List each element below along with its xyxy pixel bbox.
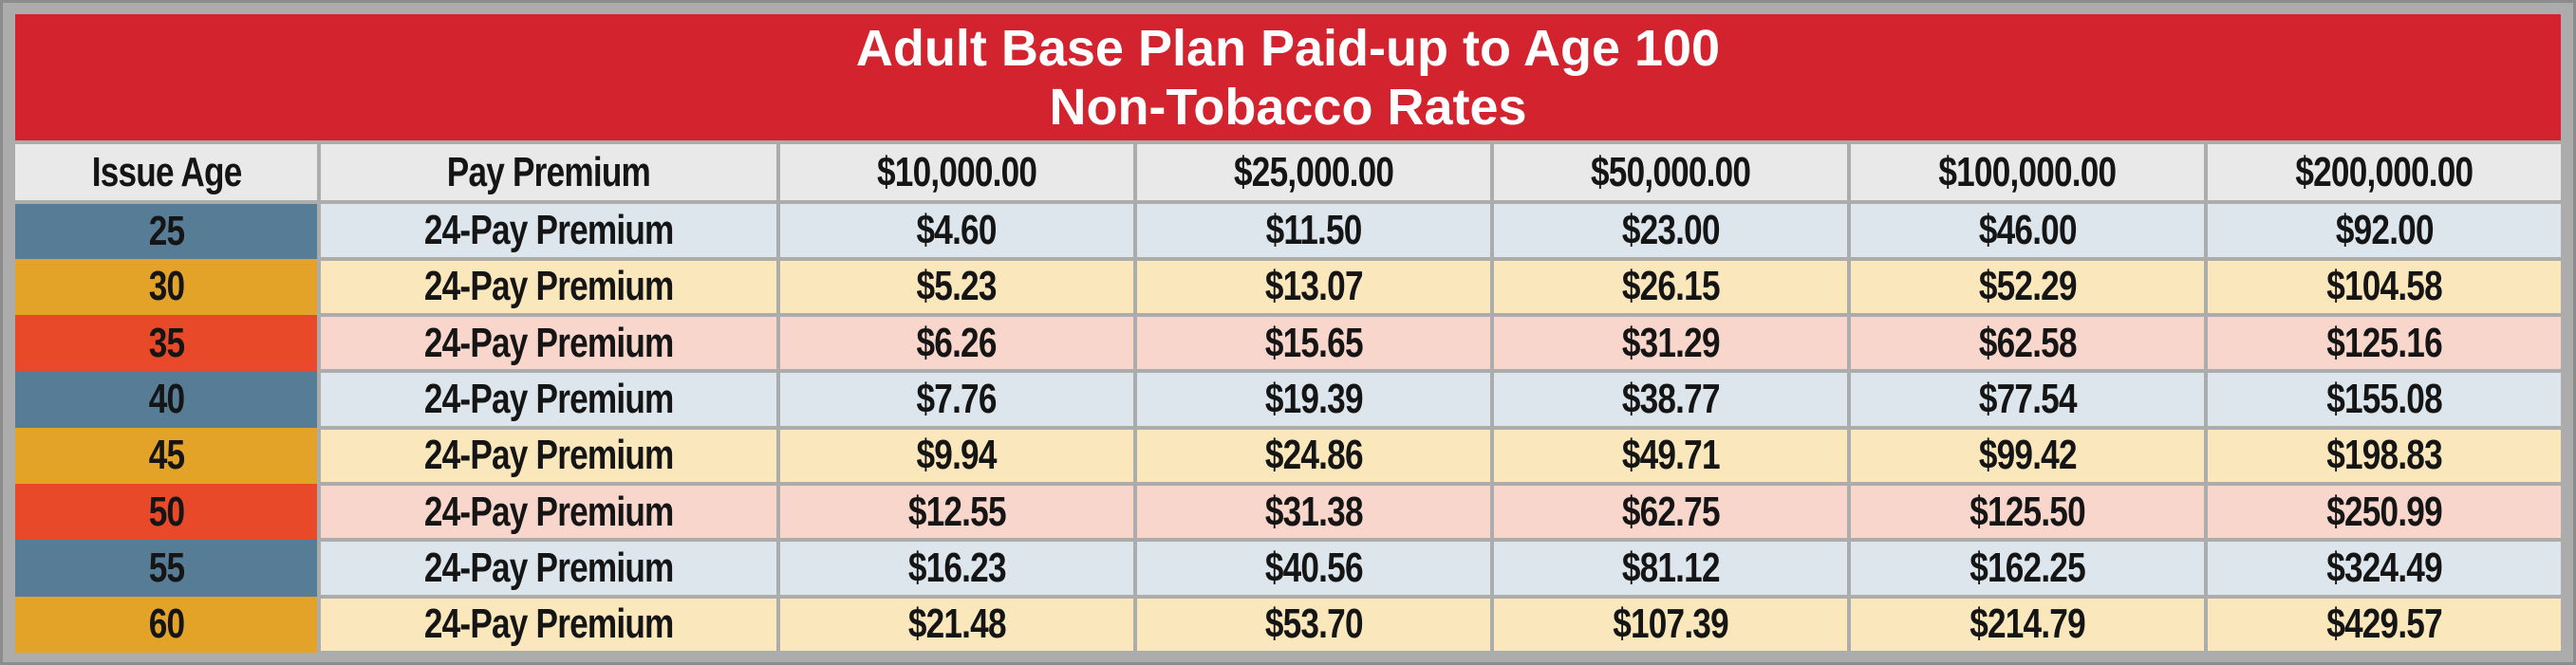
- rate-cell: $38.77: [1489, 369, 1851, 430]
- table-row-age-35: 35 24-Pay Premium $6.26 $15.65 $31.29 $6…: [10, 313, 2566, 374]
- issue-age-cell: 45: [10, 427, 322, 484]
- rate-cell: $31.29: [1489, 313, 1851, 374]
- rate-cell: $62.75: [1489, 481, 1851, 543]
- rate-cell: $162.25: [1846, 538, 2208, 599]
- rate-cell: $198.83: [2203, 425, 2566, 487]
- rate-cell: $77.54: [1846, 369, 2208, 430]
- pay-premium-cell: 24-Pay Premium: [317, 538, 780, 599]
- rate-cell: $26.15: [1489, 256, 1851, 318]
- rate-cell: $104.58: [2203, 256, 2566, 318]
- issue-age-cell: 25: [10, 202, 322, 259]
- rate-cell: $214.79: [1846, 594, 2208, 656]
- pay-premium-cell: 24-Pay Premium: [317, 313, 780, 374]
- issue-age-cell: 50: [10, 484, 322, 541]
- rate-cell: $107.39: [1489, 594, 1851, 656]
- title-band: Adult Base Plan Paid-up to Age 100 Non-T…: [11, 9, 2565, 145]
- rate-cell: $49.71: [1489, 425, 1851, 487]
- rate-cell: $99.42: [1846, 425, 2208, 487]
- pay-premium-cell: 24-Pay Premium: [317, 481, 780, 543]
- pay-premium-cell: 24-Pay Premium: [317, 369, 780, 430]
- rate-cell: $9.94: [775, 425, 1137, 487]
- rate-cell: $31.38: [1132, 481, 1494, 543]
- pay-premium-cell: 24-Pay Premium: [317, 200, 780, 261]
- rate-cell: $250.99: [2203, 481, 2566, 543]
- pay-premium-cell: 24-Pay Premium: [317, 256, 780, 318]
- rate-cell: $16.23: [775, 538, 1137, 599]
- column-header-issue-age: Issue Age: [10, 140, 322, 205]
- rate-cell: $125.16: [2203, 313, 2566, 374]
- rate-cell: $125.50: [1846, 481, 2208, 543]
- pay-premium-cell: 24-Pay Premium: [317, 594, 780, 656]
- table-row-age-50: 50 24-Pay Premium $12.55 $31.38 $62.75 $…: [10, 481, 2566, 543]
- rate-cell: $15.65: [1132, 313, 1494, 374]
- column-header-row: Issue Age Pay Premium $10,000.00 $25,000…: [10, 140, 2566, 205]
- rate-cell: $7.76: [775, 369, 1137, 430]
- rate-cell: $19.39: [1132, 369, 1494, 430]
- rate-cell: $324.49: [2203, 538, 2566, 599]
- column-header-50000: $50,000.00: [1489, 140, 1851, 205]
- table-row-age-30: 30 24-Pay Premium $5.23 $13.07 $26.15 $5…: [10, 256, 2566, 318]
- column-header-100000: $100,000.00: [1846, 140, 2208, 205]
- table-row-age-45: 45 24-Pay Premium $9.94 $24.86 $49.71 $9…: [10, 425, 2566, 487]
- rate-cell: $24.86: [1132, 425, 1494, 487]
- rate-cell: $53.70: [1132, 594, 1494, 656]
- rate-cell: $40.56: [1132, 538, 1494, 599]
- issue-age-cell: 35: [10, 315, 322, 372]
- page-subtitle: Non-Tobacco Rates: [1049, 78, 1527, 136]
- issue-age-cell: 30: [10, 258, 322, 316]
- rate-cell: $5.23: [775, 256, 1137, 318]
- table-row-age-25: 25 24-Pay Premium $4.60 $11.50 $23.00 $4…: [10, 200, 2566, 261]
- rate-table: Adult Base Plan Paid-up to Age 100 Non-T…: [10, 9, 2566, 656]
- rate-cell: $6.26: [775, 313, 1137, 374]
- column-header-pay-premium: Pay Premium: [317, 140, 780, 205]
- page-title: Adult Base Plan Paid-up to Age 100: [855, 19, 1721, 77]
- rate-cell: $11.50: [1132, 200, 1494, 261]
- pay-premium-cell: 24-Pay Premium: [317, 425, 780, 487]
- rate-cell: $429.57: [2203, 594, 2566, 656]
- rate-cell: $52.29: [1846, 256, 2208, 318]
- table-row-age-55: 55 24-Pay Premium $16.23 $40.56 $81.12 $…: [10, 538, 2566, 599]
- column-header-25000: $25,000.00: [1132, 140, 1494, 205]
- issue-age-cell: 40: [10, 371, 322, 428]
- rate-cell: $92.00: [2203, 200, 2566, 261]
- table-row-age-40: 40 24-Pay Premium $7.76 $19.39 $38.77 $7…: [10, 369, 2566, 430]
- rate-cell: $13.07: [1132, 256, 1494, 318]
- rate-cell: $4.60: [775, 200, 1137, 261]
- rate-cell: $155.08: [2203, 369, 2566, 430]
- rate-cell: $21.48: [775, 594, 1137, 656]
- rate-cell: $62.58: [1846, 313, 2208, 374]
- rate-cell: $81.12: [1489, 538, 1851, 599]
- issue-age-cell: 55: [10, 540, 322, 597]
- rate-cell: $23.00: [1489, 200, 1851, 261]
- issue-age-cell: 60: [10, 596, 322, 653]
- rate-cell: $12.55: [775, 481, 1137, 543]
- title-band-row: Adult Base Plan Paid-up to Age 100 Non-T…: [11, 9, 2565, 145]
- table-row-age-60: 60 24-Pay Premium $21.48 $53.70 $107.39 …: [10, 594, 2566, 656]
- rate-cell: $46.00: [1846, 200, 2208, 261]
- column-header-200000: $200,000.00: [2203, 140, 2566, 205]
- column-header-10000: $10,000.00: [775, 140, 1137, 205]
